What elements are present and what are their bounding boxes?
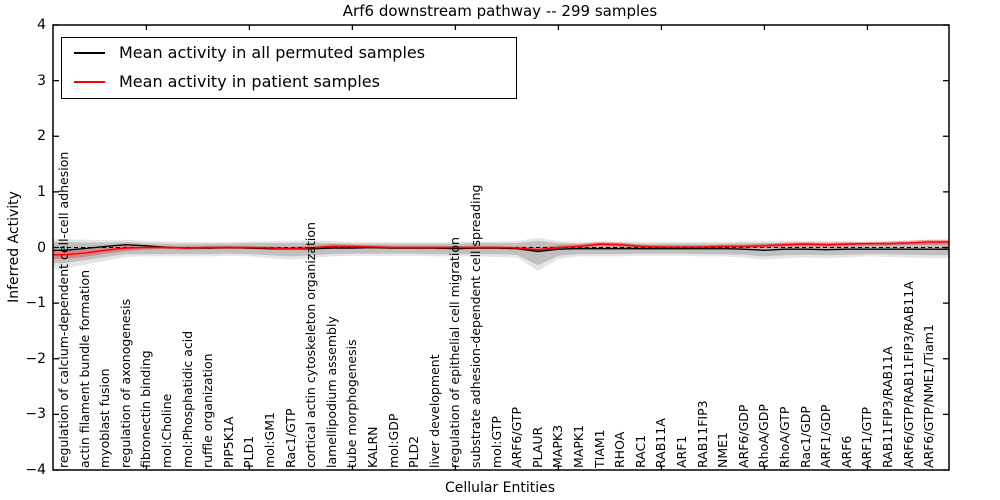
x-tick-label: PLD1 [241,435,257,468]
x-axis-label: Cellular Entities [444,480,556,496]
x-tick-label: RhoA/GTP [777,406,792,468]
x-tick-label: RAB11FIP3/RAB11A [880,346,895,468]
x-tick-label: KALRN [365,426,380,468]
x-tick-label: liver development [426,354,442,468]
x-tick-label: MAPK3 [550,424,566,468]
x-tick-label: PLAUR [529,426,545,468]
x-tick-label: ARF1/GDP [818,404,834,468]
x-tick-label: RHOA [612,431,628,468]
x-tick-label: mol:GTP [488,416,504,468]
x-tick-label: ARF6/GTP [509,406,525,468]
chart-title: Arf6 downstream pathway -- 299 samples [342,2,658,20]
x-tick-label: regulation of epithelial cell migration [447,237,463,468]
y-tick-label: −1 [25,295,46,312]
y-tick-label: −2 [25,350,46,367]
patient-mean-line [53,241,949,256]
legend-line-swatch [74,80,105,83]
x-tick-label: ARF1/GTP [859,406,875,468]
x-tick-label: fibronectin binding [138,350,154,468]
x-tick-label: mol:Phosphatidic acid [179,330,195,468]
x-tick-label: regulation of calcium-dependent cell-cel… [56,151,71,468]
x-tick-label: ruffle organization [200,353,216,468]
legend-line-swatch [74,51,105,54]
x-tick-label: TIAM1 [591,429,607,468]
x-tick-label: Rac1/GDP [797,406,813,468]
x-tick-label: mol:GDP [385,413,401,468]
x-tick-label: Rac1/GTP [282,408,298,468]
x-tick-label: lamellipodium assembly [323,316,339,468]
x-tick-label: mol:GM1 [262,412,277,468]
x-tick-label: ARF6/GTP/RAB11FIP3/RAB11A [900,281,916,468]
y-tick-label: 0 [37,239,46,256]
y-tick-label: 1 [37,183,46,200]
x-tick-label: RAB11A [653,418,669,468]
y-tick-label: 4 [37,17,46,33]
x-tick-label: tube morphogenesis [344,339,360,468]
x-tick-label: PIP5K1A [220,416,236,468]
y-tick-label: −3 [25,406,46,423]
x-tick-label: ARF1 [674,435,689,468]
legend: Mean activity in all permuted samples Mea… [61,37,517,99]
y-tick-label: 3 [37,72,46,89]
x-tick-label: actin filament bundle formation [76,269,92,468]
legend-entry: Mean activity in patient samples [62,67,516,96]
y-tick-label: −4 [25,462,46,478]
x-tick-label: PLD2 [406,435,422,468]
x-tick-label: cortical actin cytoskeleton organization [303,222,319,468]
x-tick-label: RAC1 [632,434,648,468]
x-tick-label: MAPK1 [571,424,586,468]
x-tick-label: ARF6 [838,435,854,468]
legend-label: Mean activity in all permuted samples [119,43,426,62]
x-tick-label: ARF6/GDP [735,404,751,468]
x-tick-label: RAB11FIP3 [694,400,710,468]
x-tick-label: mol:Choline [159,393,174,468]
x-tick-label: substrate adhesion-dependent cell spread… [468,184,483,468]
legend-entry: Mean activity in all permuted samples [62,38,516,67]
x-tick-label: NME1 [715,432,731,468]
x-tick-label: ARF6/GTP/NME1/Tiam1 [921,324,937,468]
x-tick-label: regulation of axonogenesis [117,298,133,468]
legend-label: Mean activity in patient samples [119,72,380,91]
x-tick-label: RhoA/GDP [756,404,772,468]
x-tick-label: myoblast fusion [97,368,113,468]
y-tick-label: 2 [37,128,46,145]
